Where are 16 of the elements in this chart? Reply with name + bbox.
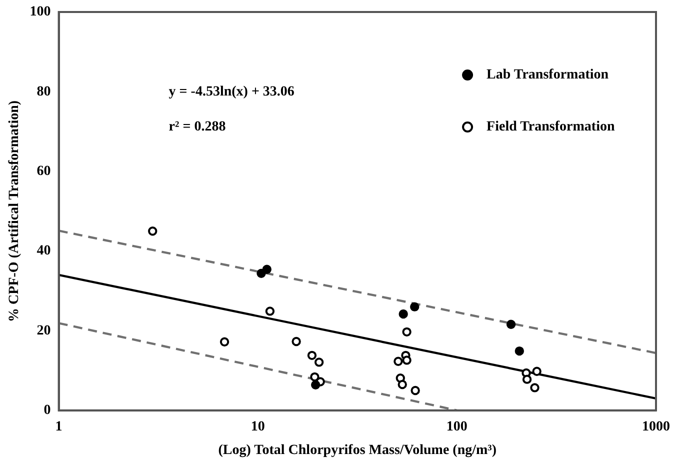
y-tick-label: 100 bbox=[30, 4, 51, 20]
annotation: y = -4.53ln(x) + 33.06 bbox=[168, 84, 294, 100]
y-tick-label: 40 bbox=[36, 244, 51, 259]
x-tick-label: 1 bbox=[55, 419, 62, 434]
y-tick-label: 60 bbox=[36, 164, 51, 179]
legend-label: Lab Transformation bbox=[486, 68, 609, 83]
x-tick-label: 10 bbox=[250, 419, 265, 434]
y-tick-label: 0 bbox=[44, 403, 51, 418]
x-tick-label: 1000 bbox=[642, 419, 670, 434]
y-axis-title: % CPF-O (Artifical Transformation) bbox=[7, 100, 22, 322]
y-tick-label: 80 bbox=[36, 84, 51, 100]
legend-label: Field Transformation bbox=[486, 120, 615, 135]
x-tick-label: 100 bbox=[446, 419, 468, 434]
x-axis-title: (Log) Total Chlorpyrifos Mass/Volume (ng/m³) bbox=[218, 443, 497, 458]
y-tick-label: 20 bbox=[36, 323, 51, 338]
annotation: r² = 0.288 bbox=[168, 120, 226, 135]
